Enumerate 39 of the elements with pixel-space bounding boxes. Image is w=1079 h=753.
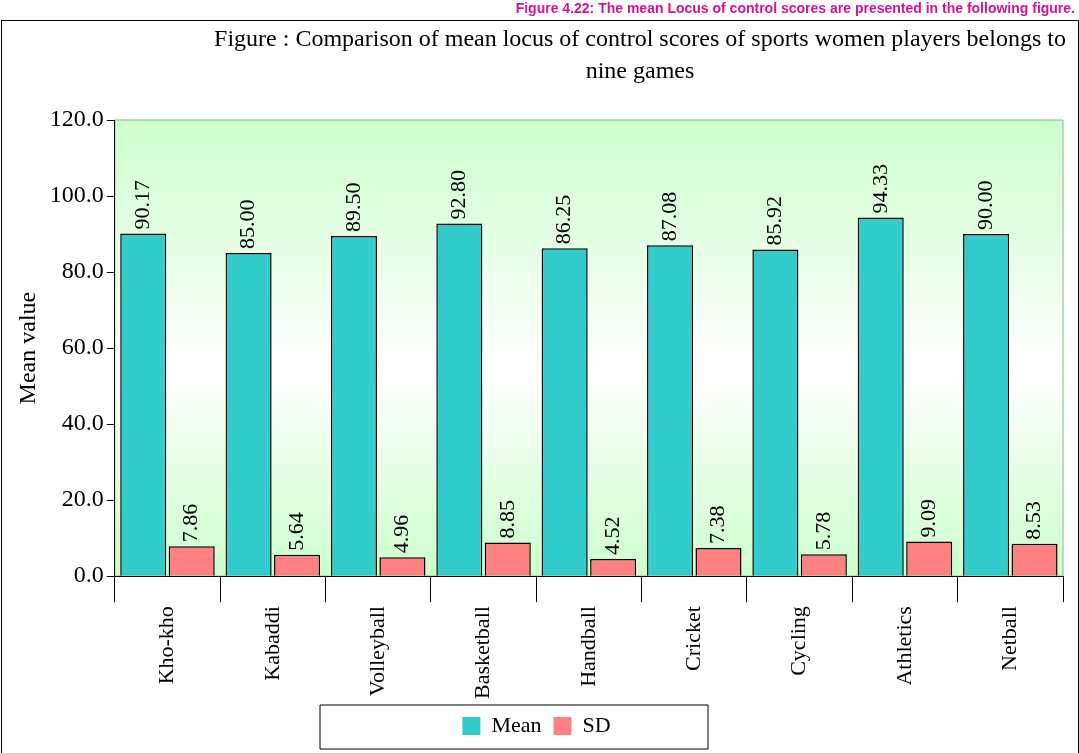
data-label: 87.08 [655,191,681,242]
x-tick-label: Kabaddi [258,606,284,681]
data-label: 90.00 [971,180,997,231]
caption: Figure 4.22: The mean Locus of control scores are presented in the following figure. [514,0,1075,16]
y-tick-label: 20.0 [61,485,104,512]
data-label: 7.86 [177,503,203,543]
x-tick-label: Cricket [680,606,706,671]
data-label: 5.78 [809,511,835,551]
chart-title: Figure : Comparison of mean locus of control scores of sports women players belongs to nine games [213,24,1067,85]
data-label: 90.17 [129,179,155,230]
legend-label: Mean [491,711,542,737]
data-label: 92.80 [445,169,471,220]
y-axis-title: Mean value [13,291,40,405]
data-label: 5.64 [282,512,308,551]
data-label: 86.25 [550,194,576,245]
y-tick-label: 40.0 [61,409,104,436]
x-tick-label: Handball [574,606,600,687]
data-label: 89.50 [339,182,365,232]
legend-label: SD [582,711,611,737]
data-label: 94.33 [866,164,892,214]
data-label: 4.96 [388,514,414,554]
data-label: 85.92 [761,196,787,246]
y-tick-label: 120.0 [49,105,104,132]
x-tick-label: Netball [996,606,1022,671]
y-tick-label: 0.0 [73,561,104,588]
y-tick-label: 80.0 [61,257,104,284]
data-label: 8.53 [1020,501,1046,540]
x-tick-label: Cycling [785,606,811,676]
x-tick-label: Volleyball [363,606,389,697]
x-tick-label: Kho-kho [153,606,179,685]
data-label: 7.38 [704,505,730,545]
data-label: 8.85 [493,499,519,539]
y-tick-label: 60.0 [61,333,104,360]
data-label: 85.00 [234,199,260,250]
data-label: 4.52 [598,516,624,555]
data-label: 9.09 [914,499,940,538]
x-tick-label: Basketball [469,606,495,700]
y-tick-label: 100.0 [49,181,104,208]
x-tick-label: Athletics [890,606,916,686]
